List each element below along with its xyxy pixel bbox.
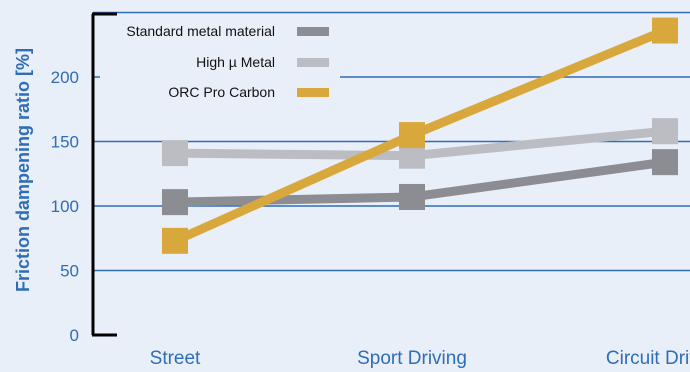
series-lines (162, 17, 678, 254)
y-tick-label-50: 50 (60, 262, 79, 281)
legend: Standard metal material High µ Metal ORC P… (100, 17, 340, 108)
data-point-marker (162, 189, 188, 216)
x-category-label: Sport Driving (357, 348, 467, 369)
y-tick-labels: 0 50 100 150 200 (51, 68, 79, 345)
legend-swatch (297, 27, 329, 36)
legend-label: Standard metal material (126, 23, 275, 39)
y-tick-label-0: 0 (70, 326, 79, 345)
y-axis-title: Friction dampening ratio [%] (13, 48, 33, 292)
data-point-marker (162, 140, 188, 167)
legend-label: ORC Pro Carbon (168, 84, 275, 100)
data-point-marker (652, 149, 678, 176)
legend-label: High µ Metal (196, 54, 275, 70)
x-category-label: Circuit Driving (606, 348, 690, 369)
series-3 (162, 17, 678, 254)
y-tick-label-200: 200 (51, 68, 79, 87)
axes (91, 12, 117, 337)
data-point-marker (399, 183, 425, 210)
y-tick-label-150: 150 (51, 133, 79, 152)
data-point-marker (652, 17, 678, 44)
y-tick-label-100: 100 (51, 197, 79, 216)
data-point-marker (652, 118, 678, 145)
legend-swatch (297, 58, 329, 67)
x-category-labels: Street Sport Driving Circuit Driving (150, 348, 690, 369)
x-category-label: Street (150, 348, 201, 369)
series-1 (162, 149, 678, 216)
data-point-marker (162, 227, 188, 254)
data-point-marker (399, 122, 425, 149)
legend-swatch (297, 88, 329, 97)
